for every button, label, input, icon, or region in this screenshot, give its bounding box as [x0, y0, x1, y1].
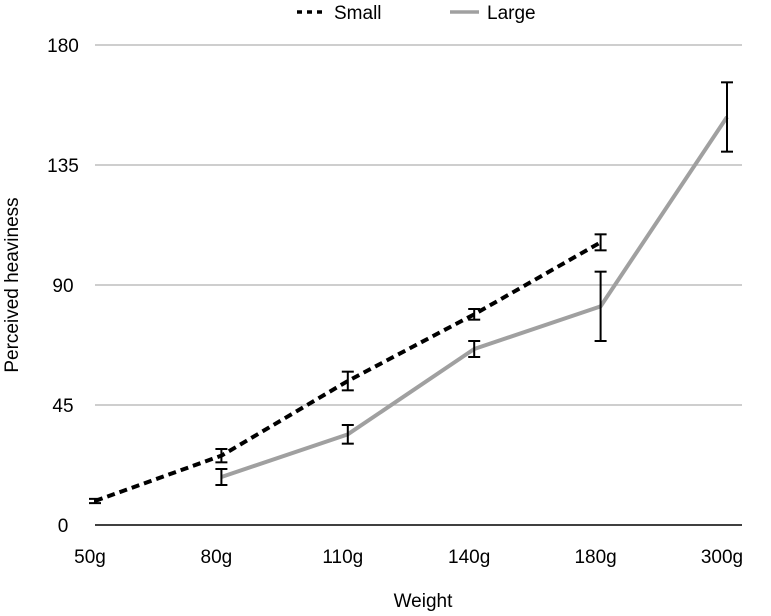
error-bar [721, 81, 733, 153]
x-tick-label: 50g [74, 547, 106, 568]
y-axis-title: Perceived heaviness [2, 197, 23, 372]
x-tick-label: 110g [322, 547, 363, 568]
y-tick-label: 135 [47, 156, 79, 177]
y-tick-labels: 0 45 90 135 180 [47, 36, 79, 537]
y-tick-label: 180 [47, 36, 79, 57]
series-line-small [94, 240, 602, 503]
x-tick-label: 300g [701, 547, 743, 568]
error-bar [341, 370, 354, 392]
legend-large-label: Large [487, 3, 536, 24]
legend: Small Large [297, 3, 536, 24]
y-tick-label: 90 [52, 276, 73, 297]
error-bar [341, 424, 354, 445]
series-large [215, 81, 733, 486]
x-axis-title: Weight [394, 591, 454, 612]
series-small [89, 233, 607, 505]
x-tick-label: 140g [448, 547, 490, 568]
error-bar [468, 308, 481, 321]
error-bar [215, 468, 228, 486]
x-tick-labels: 50g 80g 110g 140g 180g 300g [74, 547, 743, 568]
error-bar [594, 233, 607, 252]
y-tick-label: 45 [52, 396, 73, 417]
series-line-large [220, 115, 729, 479]
error-bar [468, 340, 481, 358]
gridlines [95, 44, 742, 526]
error-bar [594, 270, 607, 342]
legend-small-label: Small [334, 3, 382, 24]
error-bar [215, 448, 228, 464]
x-tick-label: 180g [574, 547, 616, 568]
y-tick-label: 0 [58, 516, 69, 537]
x-tick-label: 80g [201, 547, 233, 568]
series-layer [89, 81, 733, 505]
error-bar [89, 497, 101, 505]
